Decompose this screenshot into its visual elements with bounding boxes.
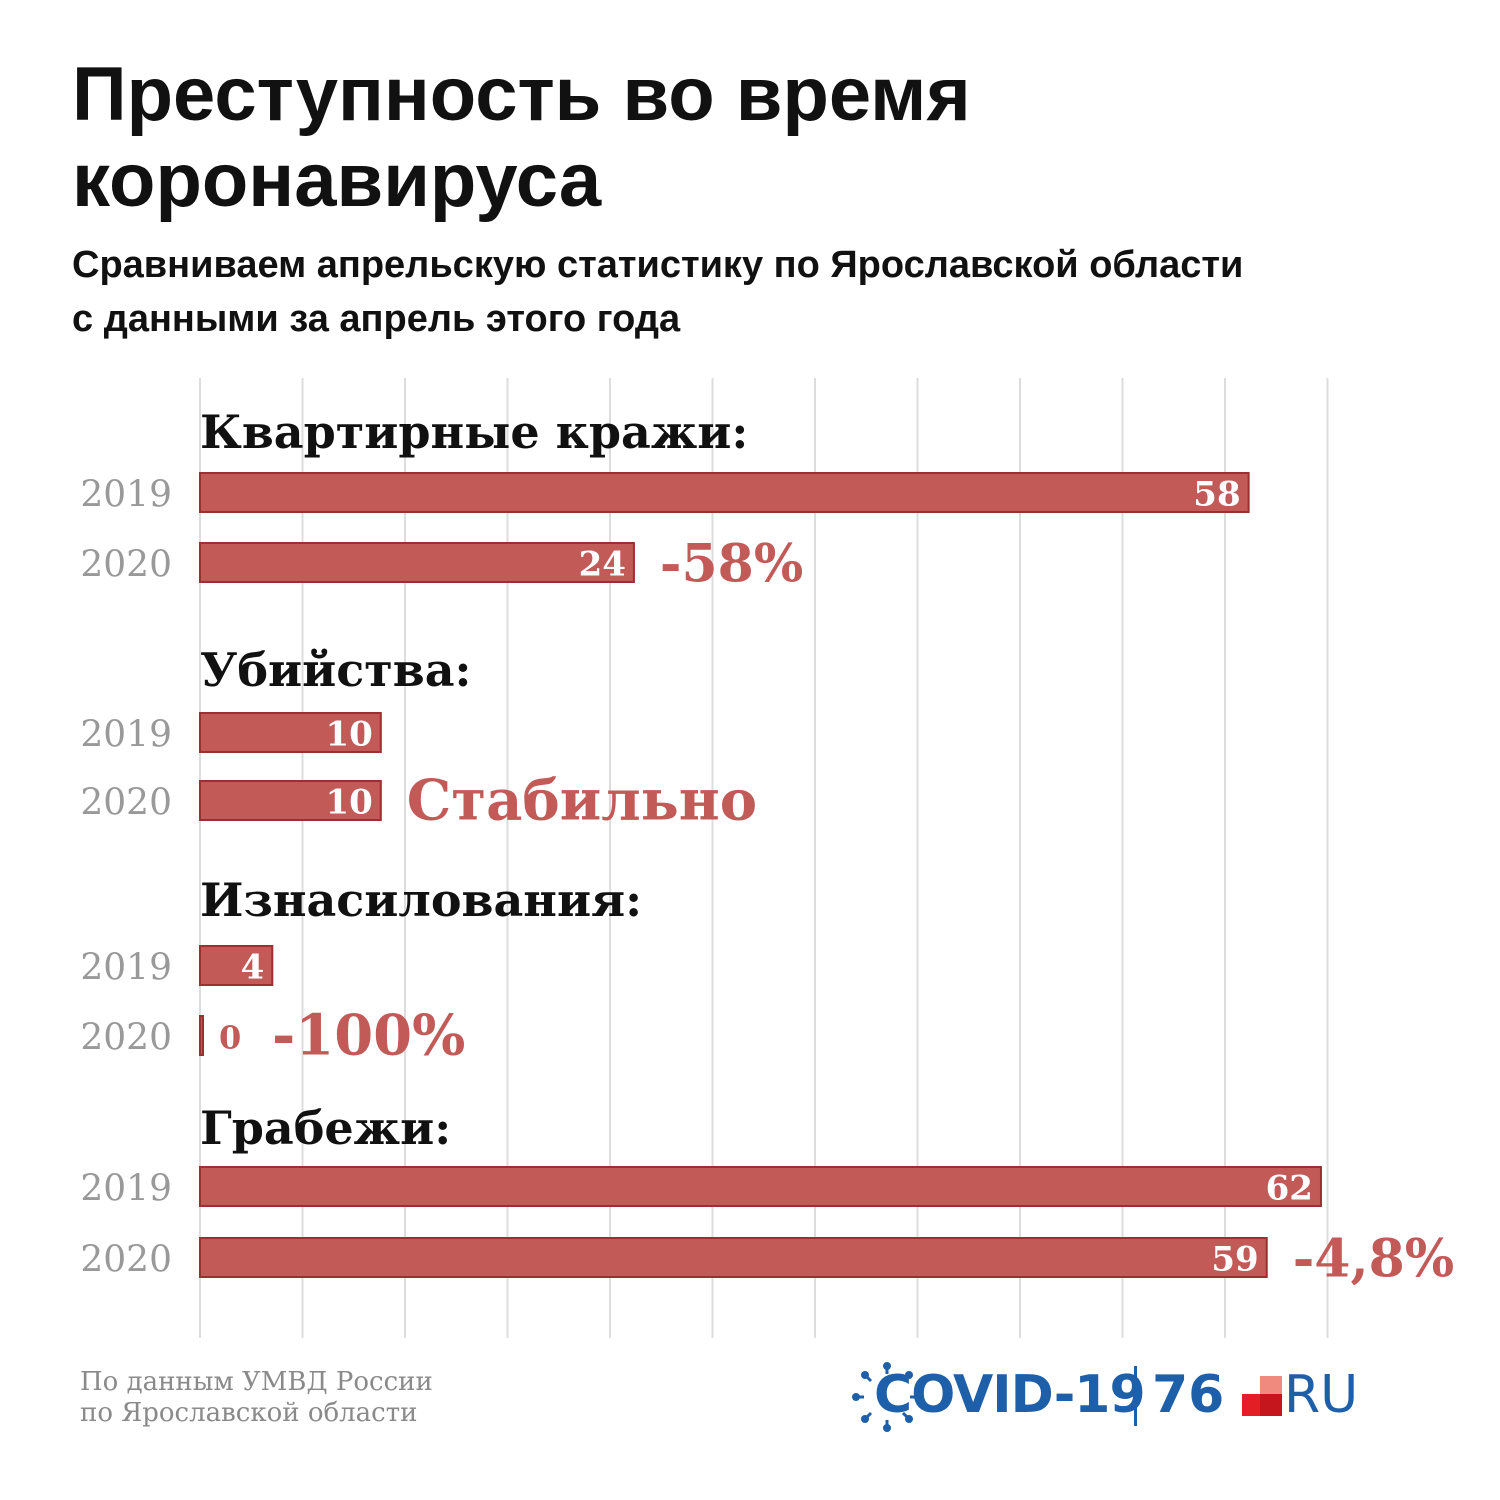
year-label: 2020 <box>80 783 172 824</box>
bar <box>199 1015 204 1056</box>
logo-squares-icon <box>1242 1376 1282 1416</box>
virus-icon <box>852 1362 922 1432</box>
value-label: 0 <box>219 1019 241 1057</box>
marks-layer: Квартирные кражи: 2019 58 2020 24 -58% Убийств… <box>80 405 1454 1290</box>
page-title: Преступность во время коронавируса <box>72 52 1372 224</box>
value-label: 58 <box>1193 475 1240 515</box>
bar <box>199 472 1250 513</box>
bar <box>199 945 274 986</box>
source-note: По данным УМВД России по Ярославской обл… <box>80 1367 433 1429</box>
title-line-1: Преступность во время <box>72 52 971 137</box>
group-label: Убийства: <box>200 643 472 697</box>
year-label: 2020 <box>80 1240 172 1281</box>
change-label: Стабильно <box>407 768 757 834</box>
page-subtitle: Сравниваем апрельскую статистику по Ярос… <box>72 238 1452 346</box>
year-label: 2019 <box>80 1169 172 1210</box>
year-label: 2019 <box>80 715 172 756</box>
bar <box>199 542 635 583</box>
logo-covid-text: COVID-19 <box>874 1365 1146 1425</box>
group-label: Грабежи: <box>200 1101 451 1155</box>
bar <box>199 1166 1322 1207</box>
bar <box>199 780 382 821</box>
logo-76-text: 76 <box>1152 1365 1225 1425</box>
covid-76ru-logo: COVID-19 76 RU <box>852 1360 1372 1434</box>
logo-divider <box>1134 1366 1137 1426</box>
bar <box>199 1237 1268 1278</box>
logo-ru-text: RU <box>1284 1365 1359 1425</box>
source-line-1: По данным УМВД России <box>80 1367 433 1397</box>
value-label: 24 <box>579 545 626 585</box>
subtitle-line-2: с данными за апрель этого года <box>72 298 681 340</box>
change-label: -4,8% <box>1293 1229 1454 1290</box>
group-label: Изнасилования: <box>200 873 642 927</box>
bar <box>199 712 382 753</box>
group-label: Квартирные кражи: <box>200 405 748 459</box>
value-label: 62 <box>1266 1169 1313 1209</box>
change-label: -58% <box>660 534 803 595</box>
title-line-2: коронавируса <box>72 138 602 223</box>
year-label: 2019 <box>80 475 172 516</box>
value-label: 59 <box>1211 1240 1258 1280</box>
source-line-2: по Ярославской области <box>80 1398 418 1428</box>
subtitle-line-1: Сравниваем апрельскую статистику по Ярос… <box>72 244 1244 286</box>
value-label: 4 <box>241 948 265 988</box>
change-label: -100% <box>272 1003 465 1069</box>
value-label: 10 <box>325 715 372 755</box>
year-label: 2020 <box>80 545 172 586</box>
value-label: 10 <box>325 783 372 823</box>
year-label: 2019 <box>80 948 172 989</box>
year-label: 2020 <box>80 1018 172 1059</box>
